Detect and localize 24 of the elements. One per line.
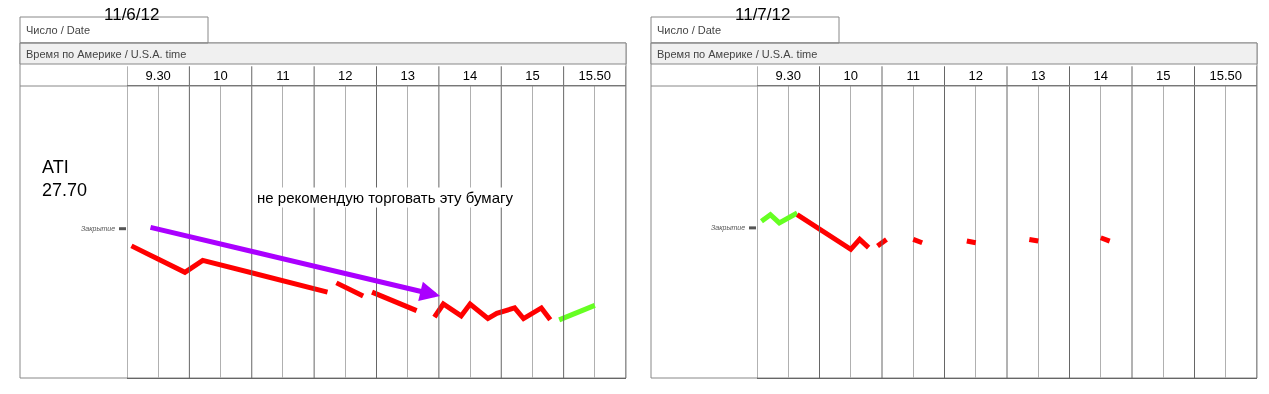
x-tick-label: 13 — [400, 67, 415, 83]
x-tick-label: 15 — [1156, 67, 1171, 83]
chart-subtitle: Время по Америке / U.S.A. time — [657, 48, 818, 60]
chart-subtitle: Время по Америке / U.S.A. time — [26, 48, 187, 60]
x-tick-label: 15 — [525, 67, 540, 83]
x-tick-label: 11 — [276, 67, 290, 83]
x-tick-label: 10 — [213, 67, 228, 83]
x-tick-label: 14 — [462, 67, 478, 83]
text: Число / Date — [26, 24, 91, 36]
x-tick-label: 13 — [1031, 67, 1046, 83]
x-tick-label: 10 — [843, 67, 858, 83]
x-tick-label: 9.30 — [775, 67, 801, 83]
x-tick-label: 14 — [1093, 67, 1108, 83]
x-tick-label: 15.50 — [1209, 67, 1243, 83]
text: Число / Date — [657, 24, 722, 36]
x-tick-label: 12 — [338, 67, 353, 83]
x-tick-label: 9.30 — [145, 67, 171, 83]
chart-title: 11/7/12 — [735, 5, 791, 24]
x-tick-label: 15.50 — [578, 67, 612, 83]
x-tick-label: 12 — [968, 67, 983, 83]
text: не рекомендую торговать эту бумагу — [257, 189, 514, 206]
x-tick-label: 11 — [906, 67, 920, 83]
text: ATI 27.70 — [42, 157, 88, 201]
chart-title: 11/6/12 — [104, 5, 160, 24]
